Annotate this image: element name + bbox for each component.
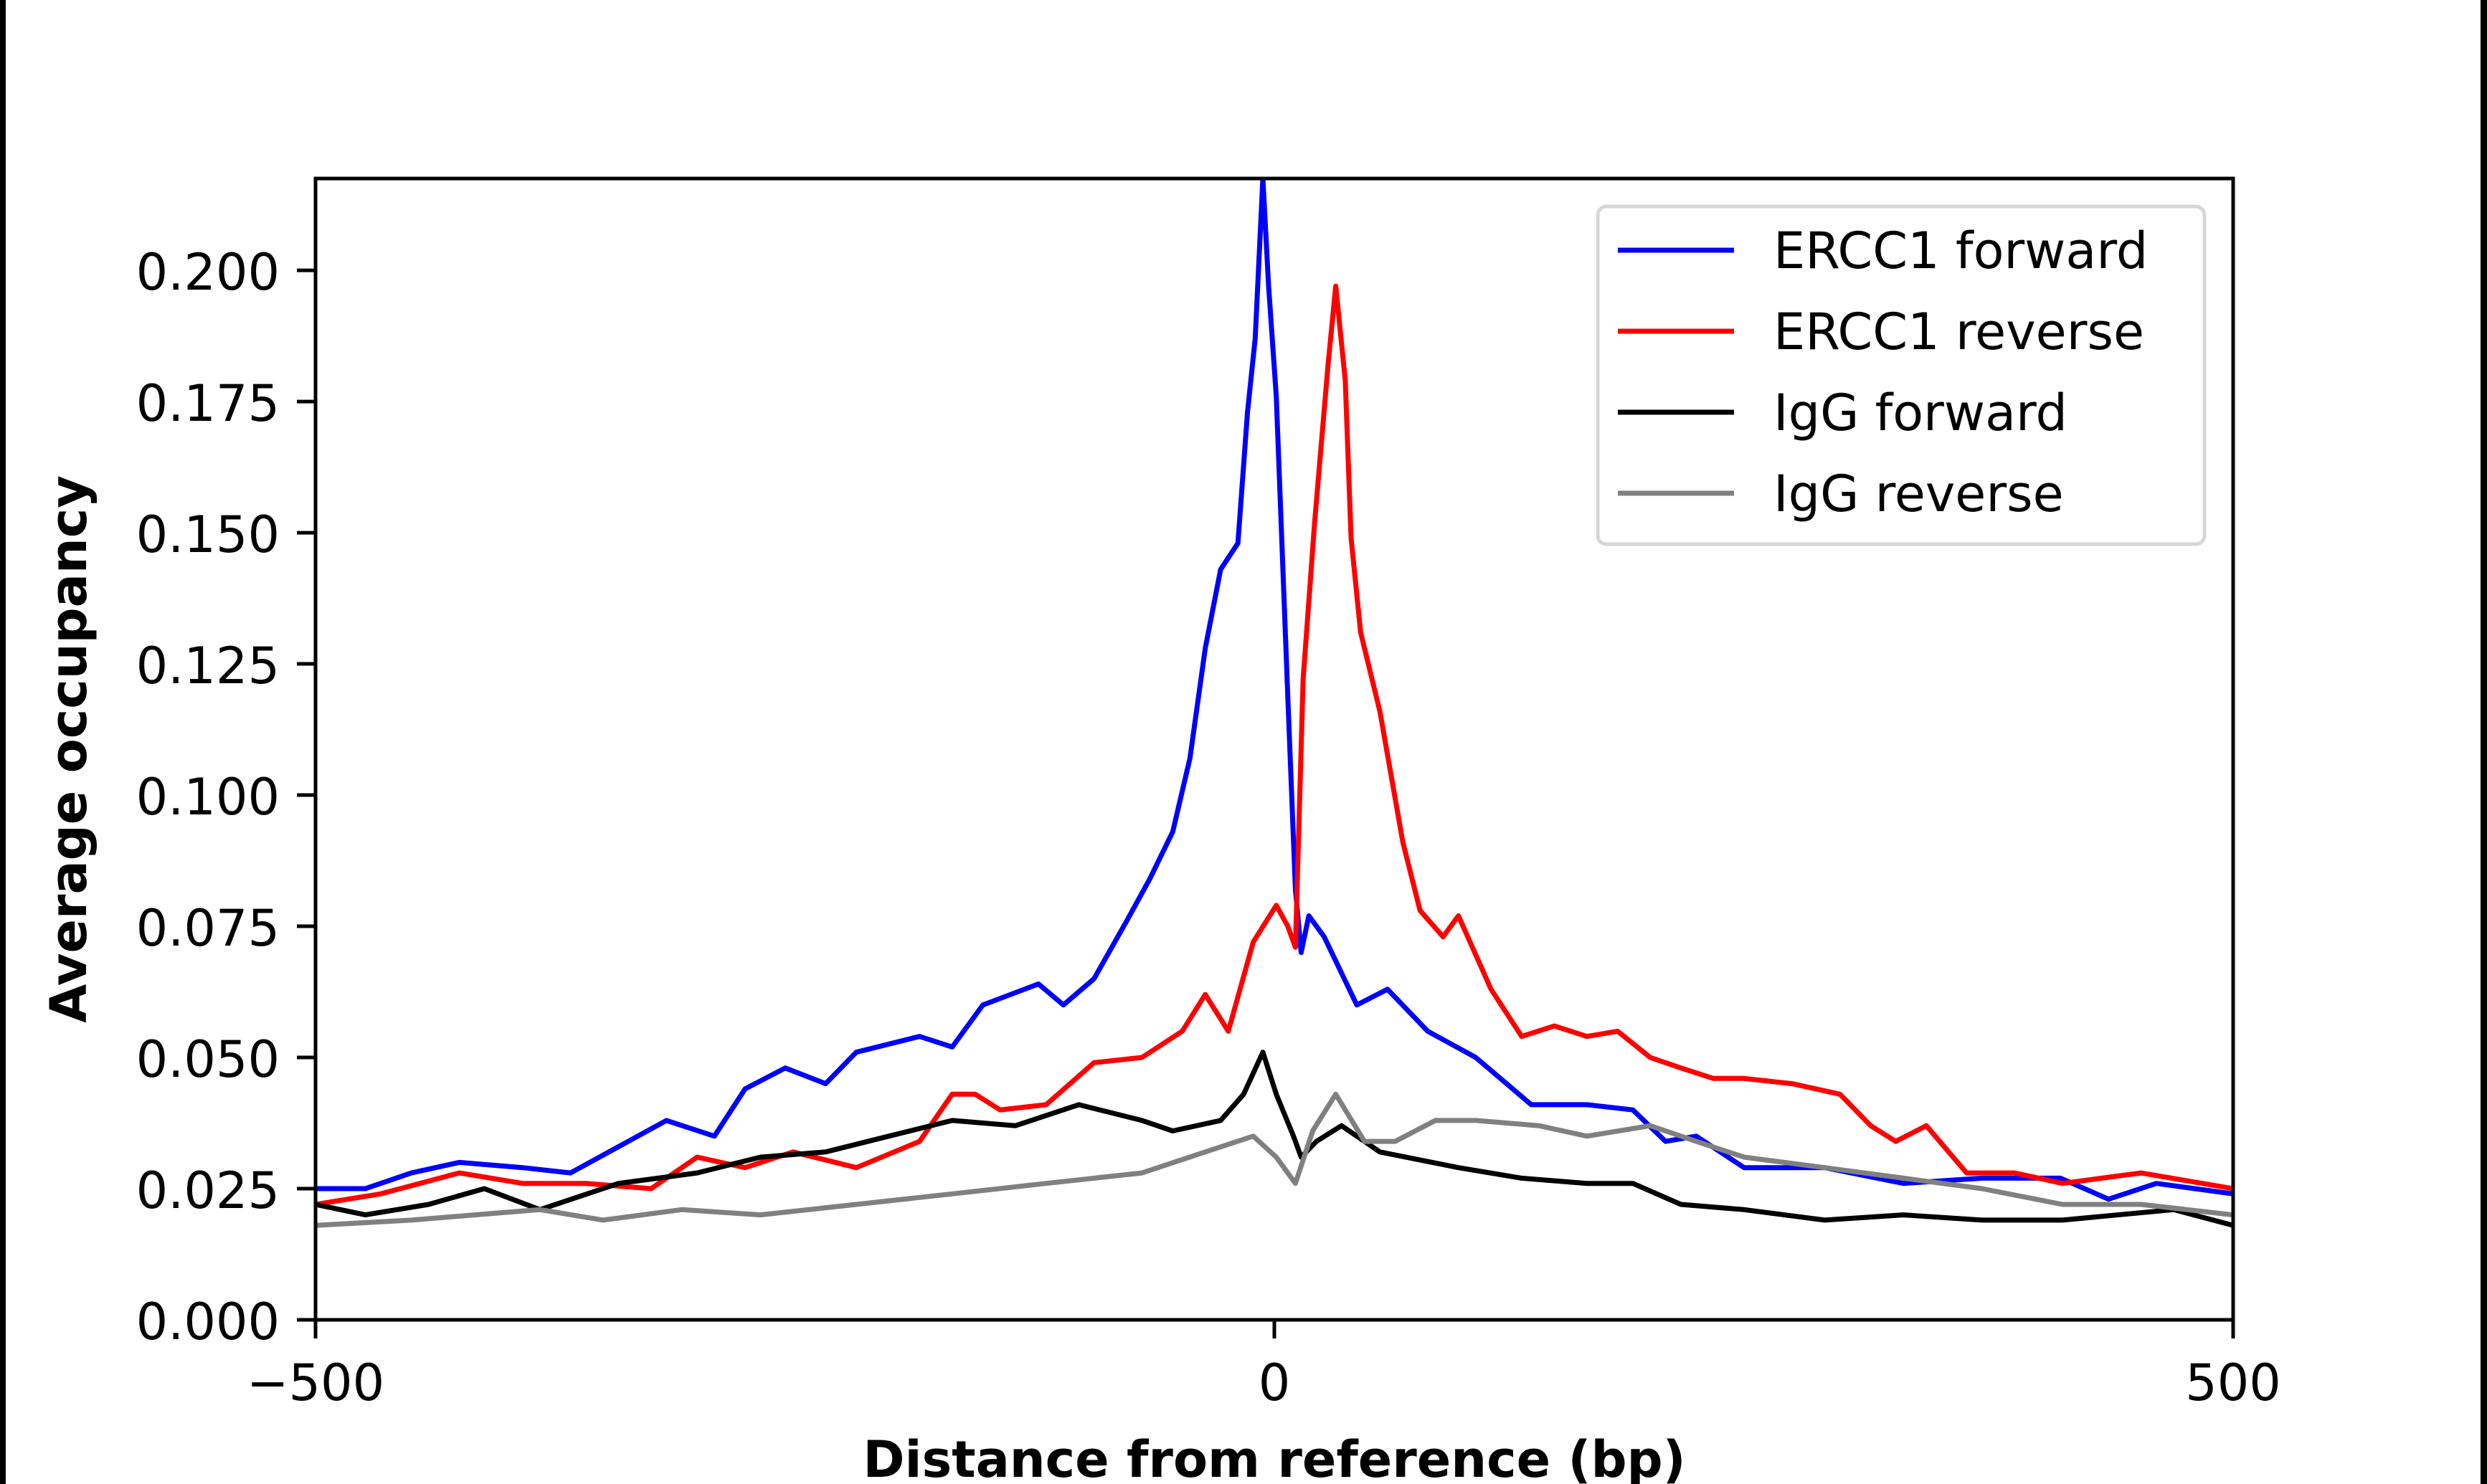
left-border [0, 0, 6, 1484]
legend-entry: IgG forward [1618, 384, 2067, 442]
series-line-igg-reverse [316, 1091, 2233, 1228]
legend-label: ERCC1 reverse [1773, 303, 2144, 361]
legend: ERCC1 forward ERCC1 reverse IgG forward IgG… [1596, 204, 2207, 546]
y-tick-label: 0.200 [136, 243, 280, 302]
y-tick-label: 0.000 [136, 1293, 280, 1351]
legend-label: ERCC1 forward [1773, 222, 2148, 280]
y-tick-label: 0.025 [136, 1161, 280, 1220]
legend-label: IgG forward [1773, 384, 2067, 442]
y-tick-label: 0.125 [136, 637, 280, 695]
right-border [2481, 0, 2487, 1484]
y-tick-label: 0.050 [136, 1030, 280, 1089]
y-tick-label: 0.100 [136, 768, 280, 827]
series-line-ercc1-forward [316, 179, 2233, 1202]
legend-label: IgG reverse [1773, 465, 2064, 523]
ticks-layer: 0.000 0.025 0.050 0.075 0.100 0.125 0.150 0.175… [136, 243, 2281, 1412]
legend-entry: IgG reverse [1618, 465, 2064, 523]
x-tick-label: 500 [2185, 1354, 2281, 1412]
legend-entry: ERCC1 forward [1618, 222, 2148, 280]
series-layer [316, 179, 2233, 1228]
legend-box [1596, 204, 2207, 546]
series-line-ercc1-reverse [316, 283, 2233, 1207]
legend-entry: ERCC1 reverse [1618, 303, 2144, 361]
x-tick-label: −500 [247, 1354, 384, 1412]
y-axis-label: Average occupancy [39, 475, 98, 1023]
series-line-igg-forward [316, 1050, 2233, 1228]
x-axis-label: Distance from reference (bp) [863, 1430, 1685, 1484]
y-tick-label: 0.075 [136, 899, 280, 958]
y-tick-label: 0.150 [136, 505, 280, 564]
x-tick-label: 0 [1259, 1354, 1291, 1412]
y-tick-label: 0.175 [136, 374, 280, 433]
